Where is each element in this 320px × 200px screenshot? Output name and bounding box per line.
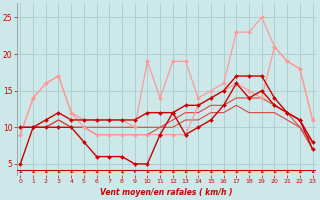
X-axis label: Vent moyen/en rafales ( km/h ): Vent moyen/en rafales ( km/h ) <box>100 188 233 197</box>
